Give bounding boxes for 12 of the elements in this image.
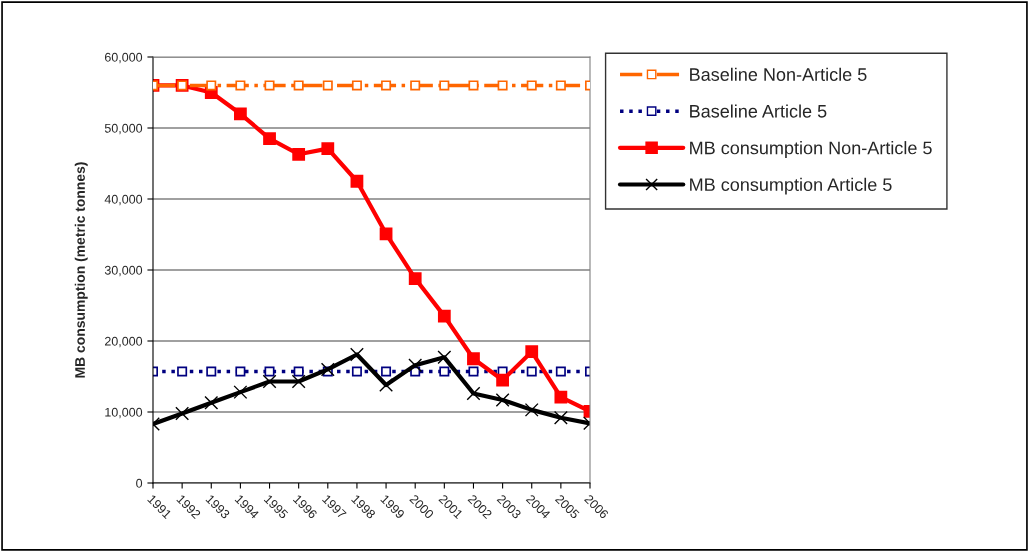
legend-label: Baseline Non-Article 5 <box>690 67 867 81</box>
y-tick-label: 30,000 <box>104 265 143 277</box>
y-tick-label: 10,000 <box>105 407 143 419</box>
y-tick-label: 50,000 <box>104 123 143 135</box>
legend-label: MB consumption Non-Article 5 <box>690 141 932 158</box>
y-axis-title: MB consumption (metric tonnes) <box>74 162 88 378</box>
legend-label: Baseline Article 5 <box>690 104 827 118</box>
y-tick-label: 0 <box>136 478 143 488</box>
y-tick-label: 40,000 <box>104 194 143 206</box>
legend-label: MB consumption Article 5 <box>690 177 892 195</box>
y-tick-label: 60,000 <box>104 52 143 64</box>
y-tick-label: 20,000 <box>104 336 143 348</box>
